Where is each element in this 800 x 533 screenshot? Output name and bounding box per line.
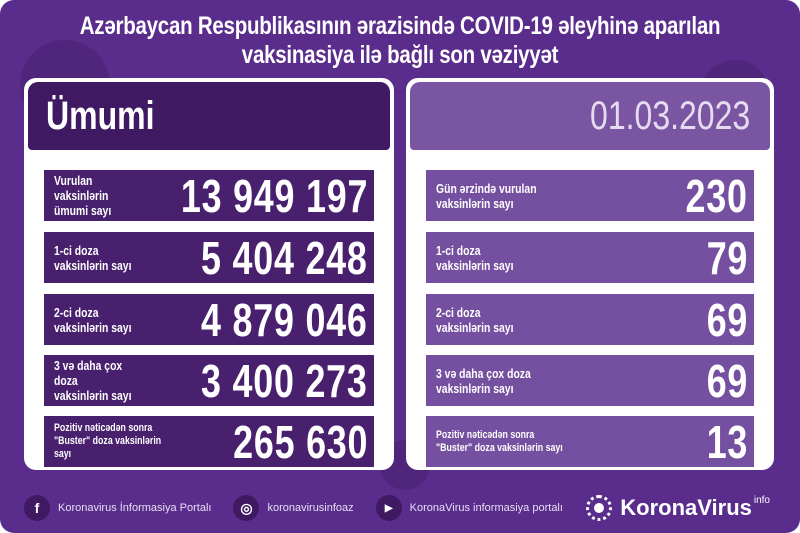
stat-row: Gün ərzində vurulan vaksinlərin sayı 230: [426, 169, 754, 222]
stat-value: 69: [706, 293, 748, 346]
page-title: Azərbaycan Respublikasının ərazisində CO…: [72, 12, 728, 70]
stat-row: Pozitiv nəticədən sonra "Buster" doza va…: [426, 415, 754, 468]
stat-label: 2-ci doza vaksinlərin sayı: [54, 304, 132, 335]
total-header-text: Ümumi: [46, 94, 155, 138]
facebook-label: Koronavirus İnformasiya Portalı: [58, 502, 212, 514]
date-text: 01.03.2023: [589, 94, 750, 138]
stat-row: 1-ci doza vaksinlərin sayı 5 404 248: [44, 231, 374, 284]
stat-label: 3 və daha çox doza vaksinlərin sayı: [436, 365, 531, 396]
total-panel: Ümumi Vurulan vaksinlərin ümumi sayı 13 9…: [24, 78, 394, 470]
daily-panel: 01.03.2023 Gün ərzində vurulan vaksinlər…: [406, 78, 774, 470]
instagram-label: koronavirusinfoaz: [267, 502, 354, 514]
instagram-icon: ◎: [233, 495, 260, 521]
stat-row: 3 və daha çox doza vaksinlərin sayı 3 400…: [44, 354, 374, 407]
brand-sup: info: [753, 495, 770, 506]
facebook-icon: f: [24, 495, 50, 521]
stat-label: 1-ci doza vaksinlərin sayı: [436, 242, 514, 273]
total-header: Ümumi: [28, 82, 390, 150]
virus-logo-icon: [586, 495, 613, 521]
stat-label: Pozitiv nəticədən sonra "Buster" doza va…: [54, 422, 162, 460]
stat-value: 79: [706, 231, 748, 284]
youtube-icon: ▶: [375, 495, 402, 521]
stat-row: 2-ci doza vaksinlərin sayı 69: [426, 293, 754, 346]
stat-row: 3 və daha çox doza vaksinlərin sayı 69: [426, 354, 754, 407]
stat-label: Gün ərzində vurulan vaksinlərin sayı: [436, 180, 537, 211]
stat-row: Pozitiv nəticədən sonra "Buster" doza va…: [44, 415, 374, 468]
stat-value: 3 400 273: [201, 354, 368, 407]
facebook-link[interactable]: f Koronavirus İnformasiya Portalı: [24, 495, 211, 521]
date-header: 01.03.2023: [410, 82, 770, 150]
stat-value: 13: [706, 415, 748, 468]
stat-value: 5 404 248: [201, 231, 368, 284]
stat-value: 13 949 197: [180, 169, 368, 222]
stat-value: 230: [685, 169, 748, 222]
stat-row: 2-ci doza vaksinlərin sayı 4 879 046: [44, 293, 374, 346]
stat-value: 69: [706, 354, 748, 407]
stat-label: Vurulan vaksinlərin ümumi sayı: [54, 173, 112, 218]
stat-label: 3 və daha çox doza vaksinlərin sayı: [54, 358, 132, 403]
title-line-1: Azərbaycan Respublikasının ərazisində CO…: [79, 12, 721, 40]
stat-value: 4 879 046: [201, 293, 368, 346]
brand-name: KoronaVirus: [620, 495, 752, 520]
brand-logo: KoronaVirus info: [586, 495, 770, 521]
footer: f Koronavirus İnformasiya Portalı ◎ korona…: [24, 492, 770, 524]
title-line-2: vaksinasiya ilə bağlı son vəziyyət: [241, 41, 559, 69]
youtube-label: KoronaVirus informasiya portalı: [409, 502, 563, 514]
instagram-link[interactable]: ◎ koronavirusinfoaz: [233, 495, 354, 521]
stat-label: 1-ci doza vaksinlərin sayı: [54, 242, 132, 273]
youtube-link[interactable]: ▶ KoronaVirus informasiya portalı: [375, 495, 563, 521]
stat-value: 265 630: [232, 415, 368, 468]
stat-label: 2-ci doza vaksinlərin sayı: [436, 304, 514, 335]
stat-row: 1-ci doza vaksinlərin sayı 79: [426, 231, 754, 284]
stat-label: Pozitiv nəticədən sonra "Buster" doza va…: [436, 428, 563, 454]
stat-row: Vurulan vaksinlərin ümumi sayı 13 949 197: [44, 169, 374, 222]
